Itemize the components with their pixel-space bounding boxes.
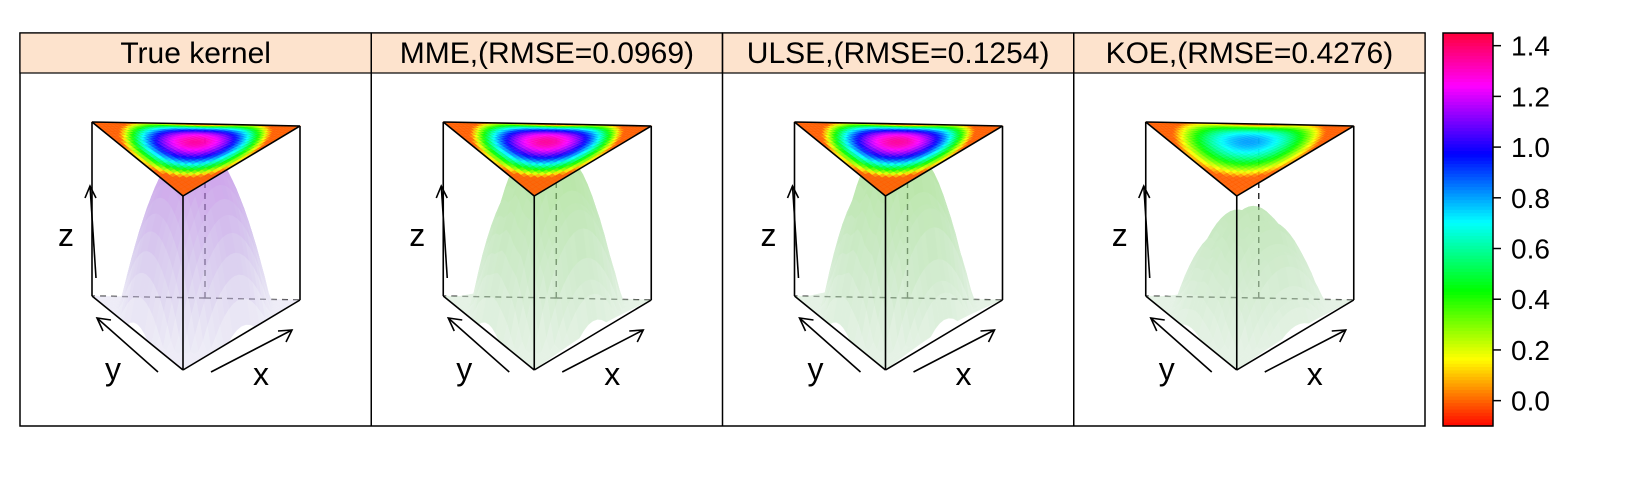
y-axis-label: y: [456, 351, 472, 387]
y-axis-label: y: [105, 351, 121, 387]
z-axis-label: z: [409, 217, 425, 253]
strip-label: MME,(RMSE=0.0969): [400, 37, 694, 70]
y-axis-label: y: [808, 351, 824, 387]
z-axis-label: z: [58, 217, 74, 253]
x-axis-label: x: [604, 356, 620, 392]
z-axis-label: z: [761, 217, 777, 253]
x-axis-label: x: [253, 356, 269, 392]
strip-label: True kernel: [120, 37, 271, 70]
x-axis-label: x: [956, 356, 972, 392]
strip-label: KOE,(RMSE=0.4276): [1106, 37, 1394, 70]
strip-label: ULSE,(RMSE=0.1254): [747, 37, 1050, 70]
